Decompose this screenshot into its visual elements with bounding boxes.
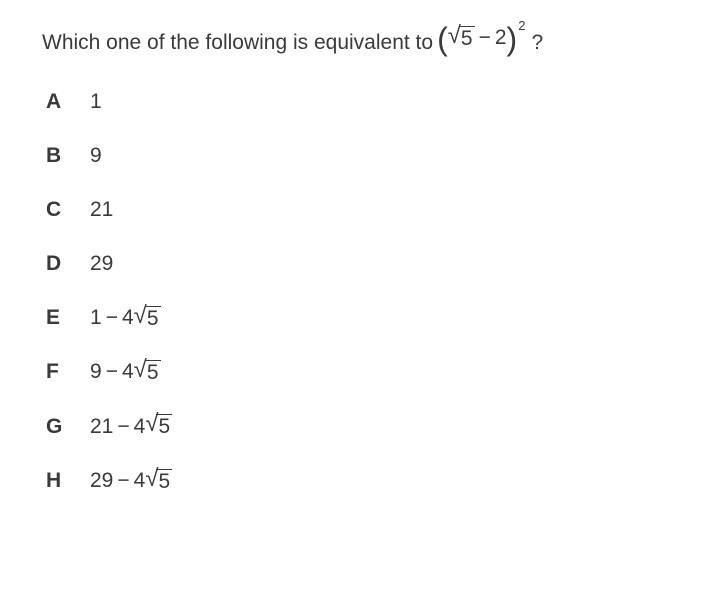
- exponent: 2: [518, 18, 525, 35]
- radicand: 5: [459, 26, 475, 50]
- option-b: B 9: [46, 144, 686, 168]
- option-label: C: [46, 198, 90, 222]
- option-value: 29: [90, 252, 113, 276]
- sqrt-expr: √ 5: [134, 361, 161, 385]
- constant-term: 2: [495, 24, 507, 51]
- radicand: 5: [156, 469, 172, 493]
- option-g: G 21 − 4 √ 5: [46, 414, 686, 438]
- option-value: 9: [90, 144, 102, 168]
- question-block: Which one of the following is equivalent…: [0, 0, 714, 493]
- minus-sign: −: [113, 415, 133, 439]
- option-value: 21 − 4 √ 5: [90, 414, 172, 438]
- radicand: 5: [156, 414, 172, 438]
- option-h: H 29 − 4 √ 5: [46, 469, 686, 493]
- minus-sign: −: [113, 469, 133, 493]
- question-stem: Which one of the following is equivalent…: [42, 22, 686, 56]
- option-value: 1: [90, 90, 102, 114]
- option-c: C 21: [46, 198, 686, 222]
- radicand: 5: [145, 360, 161, 384]
- coefficient: 4: [134, 469, 146, 493]
- option-label: D: [46, 252, 90, 276]
- option-d: D 29: [46, 252, 686, 276]
- option-e: E 1 − 4 √ 5: [46, 306, 686, 330]
- options-list: A 1 B 9 C 21 D 29 E 1 − 4 √ 5: [46, 90, 686, 492]
- coefficient: 4: [122, 306, 134, 330]
- question-suffix: ?: [531, 29, 543, 56]
- lead-term: 9: [90, 360, 102, 384]
- option-label: F: [46, 360, 90, 384]
- option-f: F 9 − 4 √ 5: [46, 360, 686, 384]
- minus-sign: −: [102, 306, 122, 330]
- sqrt-expr: √ 5: [145, 470, 172, 494]
- option-label: E: [46, 306, 90, 330]
- option-value: 9 − 4 √ 5: [90, 360, 161, 384]
- sqrt-expr: √ 5: [448, 27, 475, 51]
- sqrt-expr: √ 5: [145, 415, 172, 439]
- right-paren: ): [507, 23, 518, 55]
- lead-term: 29: [90, 469, 113, 493]
- question-expression: ( √ 5 − 2 ) 2: [437, 22, 525, 54]
- minus-sign: −: [475, 24, 495, 51]
- coefficient: 4: [134, 415, 146, 439]
- option-value: 21: [90, 198, 113, 222]
- minus-sign: −: [102, 360, 122, 384]
- option-label: H: [46, 469, 90, 493]
- sqrt-expr: √ 5: [134, 307, 161, 331]
- option-label: A: [46, 90, 90, 114]
- lead-term: 21: [90, 415, 113, 439]
- coefficient: 4: [122, 360, 134, 384]
- radicand: 5: [145, 306, 161, 330]
- question-prefix: Which one of the following is equivalent…: [42, 29, 433, 56]
- lead-term: 1: [90, 306, 102, 330]
- option-label: B: [46, 144, 90, 168]
- option-label: G: [46, 415, 90, 439]
- option-value: 1 − 4 √ 5: [90, 306, 161, 330]
- option-a: A 1: [46, 90, 686, 114]
- left-paren: (: [437, 23, 448, 55]
- option-value: 29 − 4 √ 5: [90, 469, 172, 493]
